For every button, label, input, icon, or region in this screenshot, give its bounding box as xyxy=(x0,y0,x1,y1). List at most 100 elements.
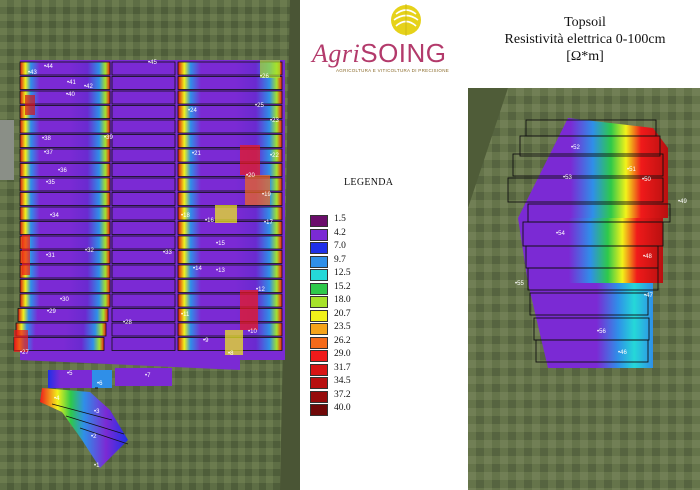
plot-label: •9 xyxy=(203,338,209,344)
field-strip[interactable] xyxy=(177,61,283,76)
field-strip[interactable] xyxy=(535,339,649,363)
plot-label: •12 xyxy=(256,287,265,293)
plot-label: •40 xyxy=(66,92,75,98)
field-strip[interactable] xyxy=(177,76,283,90)
field-strip[interactable] xyxy=(519,135,661,157)
field-strip[interactable] xyxy=(177,308,283,322)
field-strip[interactable] xyxy=(111,192,176,206)
plot-label: •3 xyxy=(94,409,100,415)
field-strip[interactable] xyxy=(19,61,111,76)
legend-value: 12.5 xyxy=(334,268,351,278)
field-strip[interactable] xyxy=(19,76,111,90)
field-strip[interactable] xyxy=(177,90,283,105)
field-strip[interactable] xyxy=(111,235,176,250)
field-strip[interactable] xyxy=(19,148,111,163)
field-strip[interactable] xyxy=(177,119,283,134)
plot-label: •27 xyxy=(20,350,29,356)
field-strip[interactable] xyxy=(111,337,176,351)
field-strip[interactable] xyxy=(527,267,659,291)
field-strip[interactable] xyxy=(17,308,109,322)
field-strip[interactable] xyxy=(177,134,283,148)
logo-agri-text: Agri xyxy=(312,39,361,68)
field-strip[interactable] xyxy=(177,235,283,250)
plot-label: •39 xyxy=(104,135,113,141)
plot-label: •6 xyxy=(97,381,103,387)
field-strip[interactable] xyxy=(177,279,283,293)
field-strip[interactable] xyxy=(19,90,111,105)
field-strip[interactable] xyxy=(111,105,176,119)
resistivity-hotspot xyxy=(215,205,237,223)
plot-label: •20 xyxy=(246,173,255,179)
legend-value: 40.0 xyxy=(334,403,351,413)
field-strip[interactable] xyxy=(111,76,176,90)
field-strip[interactable] xyxy=(19,192,111,206)
map-title: Topsoil Resistività elettrica 0-100cm [Ω… xyxy=(470,14,700,65)
legend-value: 1.5 xyxy=(334,214,346,224)
field-strip[interactable] xyxy=(19,134,111,148)
field-strip[interactable] xyxy=(19,221,111,235)
title-line-1: Topsoil xyxy=(564,15,606,30)
field-strip[interactable] xyxy=(19,264,111,279)
plot-label: •22 xyxy=(270,153,279,159)
plot-label: •49 xyxy=(678,199,687,205)
field-strip[interactable] xyxy=(19,206,111,221)
legend-swatch xyxy=(310,390,328,403)
field-strip[interactable] xyxy=(19,105,111,119)
resistivity-hotspot xyxy=(240,290,258,330)
plot-label: •8 xyxy=(228,351,234,357)
field-strip[interactable] xyxy=(19,293,111,308)
map-left-panel[interactable]: •43 •44 •41 •42 •40 •45 •26 •25 •24 •23 •39 •38 •37 •… xyxy=(0,0,300,490)
plot-label: •42 xyxy=(84,84,93,90)
field-strip[interactable] xyxy=(19,163,111,177)
field-strip[interactable] xyxy=(177,264,283,279)
field-strip[interactable] xyxy=(111,279,176,293)
field-strip[interactable] xyxy=(177,105,283,119)
legend-value: 26.2 xyxy=(334,335,351,346)
field-strip[interactable] xyxy=(19,177,111,192)
field-strip[interactable] xyxy=(177,163,283,177)
field-strip[interactable] xyxy=(111,148,176,163)
plot-label: •46 xyxy=(618,350,627,356)
field-strip[interactable] xyxy=(111,250,176,264)
field-strip[interactable] xyxy=(529,292,649,316)
legend-swatch xyxy=(310,255,328,268)
resistivity-hotspot xyxy=(240,145,260,175)
plot-label: •54 xyxy=(556,231,565,237)
field-strip[interactable] xyxy=(19,279,111,293)
plot-label: •30 xyxy=(60,297,69,303)
field-strip[interactable] xyxy=(111,134,176,148)
legend-value: 23.5 xyxy=(334,322,351,332)
plot-label: •24 xyxy=(188,108,197,114)
agrisoing-logo: AgriSOING AGRICOLTURA E VITICOLTURA DI P… xyxy=(308,2,468,82)
field-strip[interactable] xyxy=(111,206,176,221)
field-strip[interactable] xyxy=(19,119,111,134)
field-strip[interactable] xyxy=(15,322,107,337)
legend-swatch xyxy=(310,363,328,376)
right-aerial-map[interactable] xyxy=(468,88,700,490)
field-strip[interactable] xyxy=(177,250,283,264)
plot-label: •52 xyxy=(571,145,580,151)
field-strip[interactable] xyxy=(19,250,111,264)
field-strip[interactable] xyxy=(111,308,176,322)
field-strip[interactable] xyxy=(111,61,176,76)
plot-label: •10 xyxy=(248,329,257,335)
legend-swatch xyxy=(310,282,328,295)
field-strip[interactable] xyxy=(111,221,176,235)
legend-swatch xyxy=(310,215,328,227)
legend-title: LEGENDA xyxy=(344,177,394,188)
left-aerial-map[interactable] xyxy=(0,0,300,490)
field-strip[interactable] xyxy=(177,293,283,308)
map-right-panel[interactable]: •52 •53 •51 •50 •49 •54 •48 •55 •47 •56 •46 xyxy=(468,88,700,490)
field-strip[interactable] xyxy=(111,293,176,308)
field-strip[interactable] xyxy=(111,163,176,177)
field-strip[interactable] xyxy=(512,153,664,177)
field-strip[interactable] xyxy=(507,177,664,203)
field-strip[interactable] xyxy=(111,119,176,134)
plot-label: •33 xyxy=(163,250,172,256)
field-strip[interactable] xyxy=(111,177,176,192)
field-strip[interactable] xyxy=(19,235,111,250)
legend-value: 9.7 xyxy=(334,254,346,265)
field-strip[interactable] xyxy=(111,264,176,279)
field-strip[interactable] xyxy=(111,322,176,337)
field-strip[interactable] xyxy=(111,90,176,105)
